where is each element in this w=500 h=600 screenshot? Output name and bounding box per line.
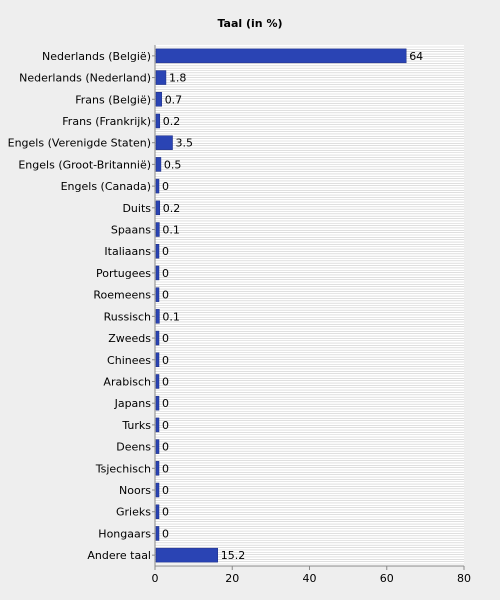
bar-21[interactable] — [155, 504, 160, 519]
value-label: 0 — [162, 484, 169, 497]
value-label: 0.2 — [163, 115, 181, 128]
value-label: 0 — [162, 375, 169, 388]
bar-2[interactable] — [155, 92, 162, 107]
value-label: 0 — [162, 354, 169, 367]
x-tick-label: 40 — [303, 572, 317, 585]
category-label: Roemeens — [93, 289, 151, 302]
bar-15[interactable] — [155, 374, 160, 389]
bar-20[interactable] — [155, 482, 160, 498]
bar-4[interactable] — [155, 135, 173, 150]
x-tick-label: 60 — [380, 572, 394, 585]
value-label: 0 — [162, 441, 169, 454]
category-label: Engels (Verenigde Staten) — [8, 137, 151, 150]
bar-11[interactable] — [155, 287, 160, 302]
category-label: Noors — [119, 484, 151, 497]
value-label: 0 — [162, 419, 169, 432]
value-label: 1.8 — [169, 72, 187, 85]
category-label: Engels (Groot-Britannië) — [18, 158, 151, 171]
bar-8[interactable] — [155, 222, 160, 237]
category-label: Turks — [121, 419, 151, 432]
chart-title: Taal (in %) — [217, 17, 283, 30]
category-label: Portugees — [96, 267, 151, 280]
value-label: 0 — [162, 180, 169, 193]
category-label: Spaans — [111, 224, 151, 237]
category-label: Nederlands (Nederland) — [19, 72, 151, 85]
value-label: 0 — [162, 506, 169, 519]
bar-14[interactable] — [155, 352, 160, 368]
bar-6[interactable] — [155, 178, 160, 194]
bar-3[interactable] — [155, 113, 161, 129]
bar-13[interactable] — [155, 330, 160, 346]
category-label: Russisch — [104, 310, 151, 323]
bar-23[interactable] — [155, 547, 218, 563]
category-label: Hongaars — [98, 527, 151, 540]
value-label: 0 — [162, 289, 169, 302]
bar-9[interactable] — [155, 243, 160, 259]
value-label: 0 — [162, 245, 169, 258]
value-label: 3.5 — [176, 137, 194, 150]
category-label: Frans (België) — [75, 93, 151, 106]
bar-0[interactable] — [155, 48, 407, 64]
category-label: Chinees — [107, 354, 151, 367]
x-tick-label: 0 — [152, 572, 159, 585]
category-label: Deens — [116, 441, 151, 454]
value-label: 0 — [162, 462, 169, 475]
bar-12[interactable] — [155, 309, 160, 324]
value-label: 15.2 — [221, 549, 246, 562]
bar-7[interactable] — [155, 200, 161, 216]
bar-10[interactable] — [155, 265, 160, 281]
x-tick-label: 20 — [225, 572, 239, 585]
category-label: Nederlands (België) — [42, 50, 151, 63]
category-label: Tsjechisch — [95, 462, 151, 475]
category-label: Arabisch — [103, 375, 151, 388]
bar-19[interactable] — [155, 461, 160, 476]
category-label: Duits — [122, 202, 151, 215]
category-label: Engels (Canada) — [61, 180, 151, 193]
x-tick-label: 80 — [457, 572, 471, 585]
value-label: 0.7 — [165, 93, 183, 106]
value-label: 0 — [162, 527, 169, 540]
category-label: Grieks — [116, 506, 151, 519]
value-label: 0.1 — [162, 310, 180, 323]
value-label: 0.1 — [162, 224, 180, 237]
bar-18[interactable] — [155, 439, 160, 454]
value-label: 0.5 — [164, 158, 182, 171]
category-label: Japans — [114, 397, 152, 410]
category-label: Frans (Frankrijk) — [62, 115, 151, 128]
bar-17[interactable] — [155, 417, 160, 433]
value-label: 0 — [162, 267, 169, 280]
bar-16[interactable] — [155, 395, 160, 411]
bar-22[interactable] — [155, 526, 160, 541]
category-label: Andere taal — [87, 549, 151, 562]
bar-1[interactable] — [155, 70, 167, 85]
category-label: Zweeds — [108, 332, 151, 345]
value-label: 0 — [162, 332, 169, 345]
value-label: 64 — [409, 50, 423, 63]
category-label: Italiaans — [104, 245, 151, 258]
bar-5[interactable] — [155, 157, 162, 172]
value-label: 0 — [162, 397, 169, 410]
value-label: 0.2 — [163, 202, 181, 215]
